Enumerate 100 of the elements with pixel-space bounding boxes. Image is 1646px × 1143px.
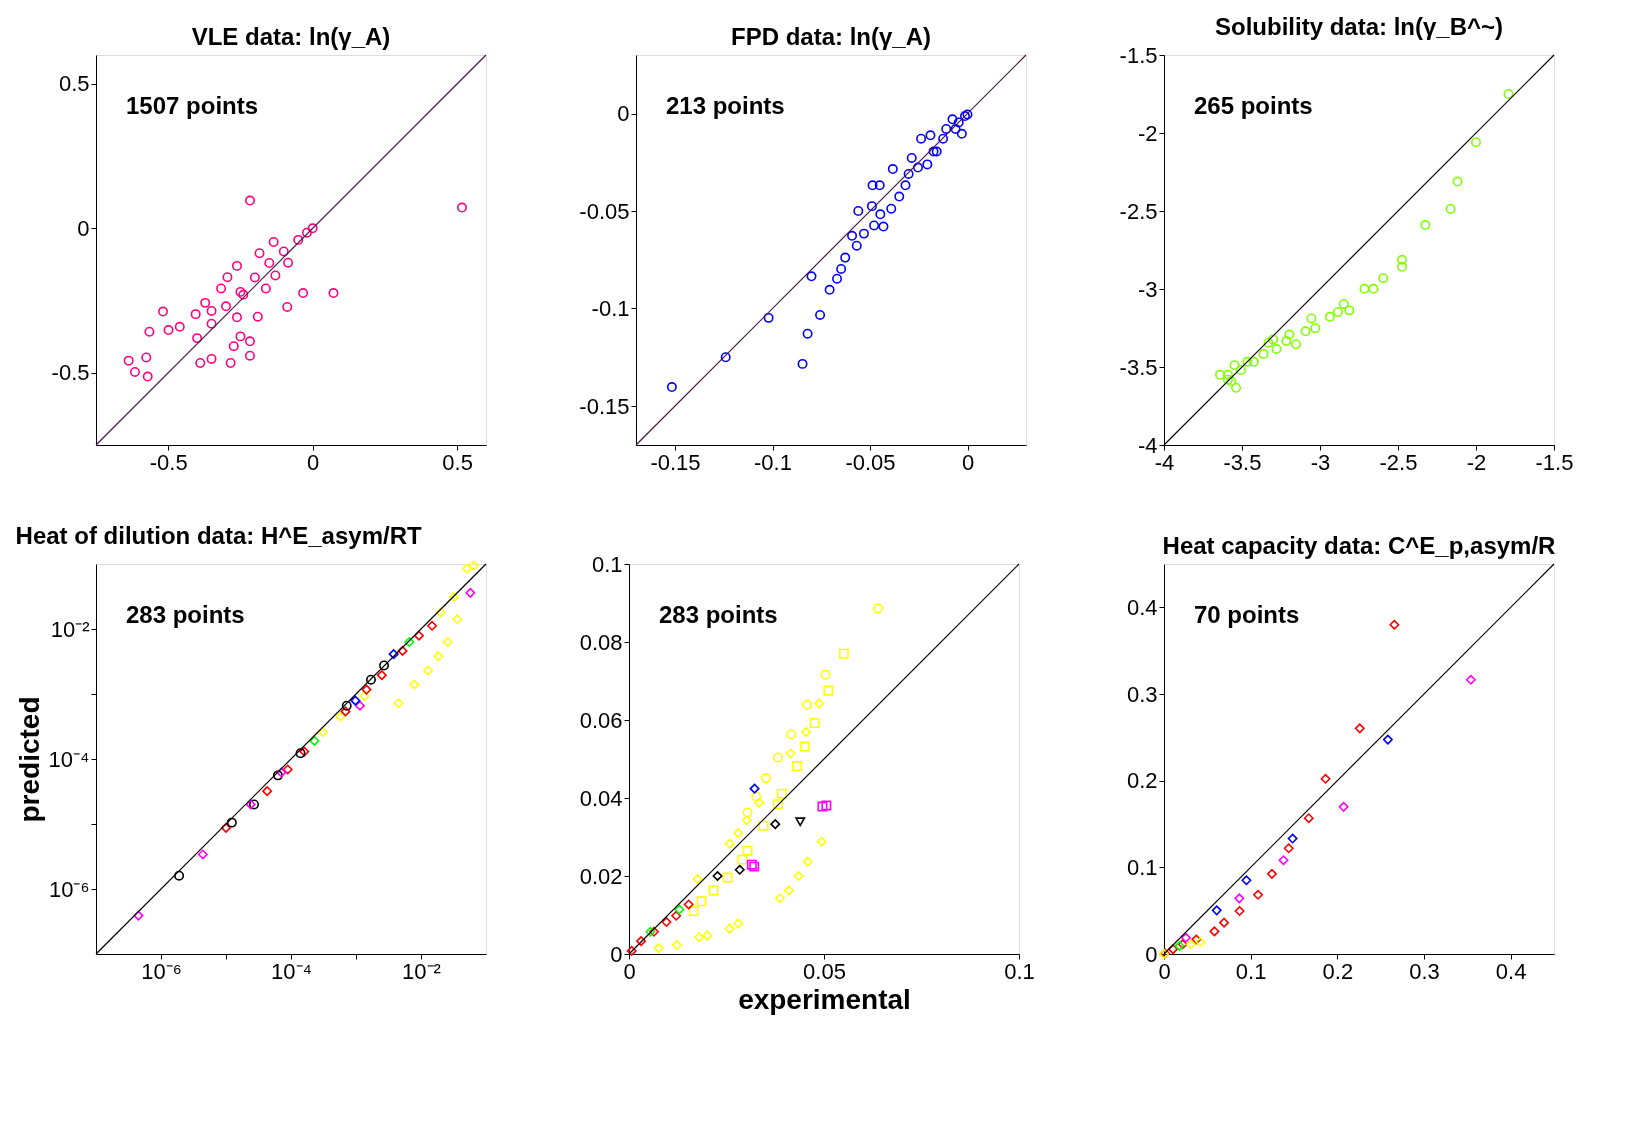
x-tick-label: 10⁻⁴ (271, 958, 312, 984)
point (1231, 382, 1242, 393)
point (225, 357, 236, 368)
point (1284, 329, 1295, 340)
x-tick-label: 0.3 (1409, 958, 1440, 984)
y-tick-label: 0.4 (1126, 594, 1158, 620)
point (1168, 944, 1178, 955)
y-tick-label: -2.5 (1119, 198, 1158, 224)
x-tick-label: -0.1 (754, 449, 792, 475)
x-tick-label: 0 (961, 449, 975, 475)
y-tick-label: 10⁻² (50, 616, 90, 642)
point (906, 152, 917, 163)
point (1222, 369, 1233, 380)
point (1382, 734, 1393, 745)
point (733, 828, 744, 839)
point (814, 698, 825, 709)
point (1242, 356, 1253, 367)
point (1209, 926, 1220, 937)
y-tick-label: 0.02 (579, 863, 623, 889)
point (836, 263, 847, 274)
point (298, 288, 309, 299)
chart-title: Heat capacity data: C^E_p,asym/R (1162, 532, 1556, 560)
point (1241, 875, 1252, 886)
y-tick-label: 0 (77, 215, 90, 241)
point (1195, 937, 1206, 948)
point (874, 180, 885, 191)
point (838, 648, 849, 659)
point (737, 854, 748, 865)
x-tick-label: 0.1 (1235, 958, 1267, 984)
point (941, 123, 952, 134)
point (708, 885, 719, 896)
point (1248, 356, 1259, 367)
point (916, 133, 927, 144)
point (206, 318, 217, 329)
x-tick-label: 0.2 (1322, 958, 1354, 984)
point (1354, 723, 1365, 734)
y-tick-label: -2 (1137, 120, 1158, 146)
point (773, 799, 783, 810)
point (123, 355, 134, 366)
point (724, 923, 735, 934)
x-tick-label: -0.15 (650, 449, 701, 475)
point (832, 273, 843, 284)
point (260, 283, 271, 294)
x-tick-label: -1.5 (1535, 449, 1574, 475)
point (720, 352, 731, 363)
point (195, 357, 206, 368)
y-tick-label: 10⁻⁴ (48, 746, 90, 772)
point (696, 896, 707, 907)
point (821, 800, 832, 811)
point (947, 114, 958, 125)
point (252, 311, 263, 322)
point (671, 940, 682, 951)
point (774, 893, 785, 904)
point (235, 331, 246, 342)
point (1283, 843, 1294, 854)
annotation: 213 points (666, 92, 785, 119)
point (742, 845, 753, 856)
point (206, 353, 217, 364)
point (283, 257, 294, 268)
y-tick-label: 0.1 (1126, 854, 1158, 880)
point (922, 159, 933, 170)
point (799, 741, 810, 752)
point (853, 206, 864, 216)
point (786, 729, 797, 740)
point (163, 325, 174, 335)
x-tick-label: -0.5 (149, 449, 188, 475)
point (268, 236, 279, 247)
point (1503, 89, 1514, 99)
point (666, 382, 677, 393)
x-tick-label: -0.05 (845, 449, 896, 475)
point (653, 943, 664, 954)
point (144, 326, 155, 337)
point (293, 234, 304, 245)
point (1268, 334, 1279, 345)
point (741, 815, 752, 826)
annotation: 283 points (659, 601, 778, 628)
point (925, 130, 936, 141)
point (724, 838, 735, 849)
point (1234, 906, 1245, 916)
point (867, 180, 878, 191)
point (749, 783, 760, 794)
point (734, 864, 745, 875)
point (1191, 934, 1202, 945)
y-tick-label: 0.08 (579, 629, 623, 655)
point (1389, 619, 1400, 630)
x-tick-label: 0.4 (1495, 958, 1527, 984)
point (816, 836, 827, 847)
point (222, 272, 233, 283)
x-tick-label: 0.5 (442, 449, 473, 475)
point (809, 718, 820, 729)
x-tick-label: -3.5 (1223, 449, 1262, 475)
point (802, 328, 813, 339)
point (626, 945, 637, 956)
point (249, 272, 260, 283)
point (1324, 311, 1335, 322)
x-tick-label: -2.5 (1379, 449, 1418, 475)
y-tick-label: 10⁻⁶ (48, 876, 90, 902)
point (282, 301, 293, 312)
y-tick-label: -0.5 (51, 360, 90, 386)
x-tick-label: -2 (1466, 449, 1487, 475)
